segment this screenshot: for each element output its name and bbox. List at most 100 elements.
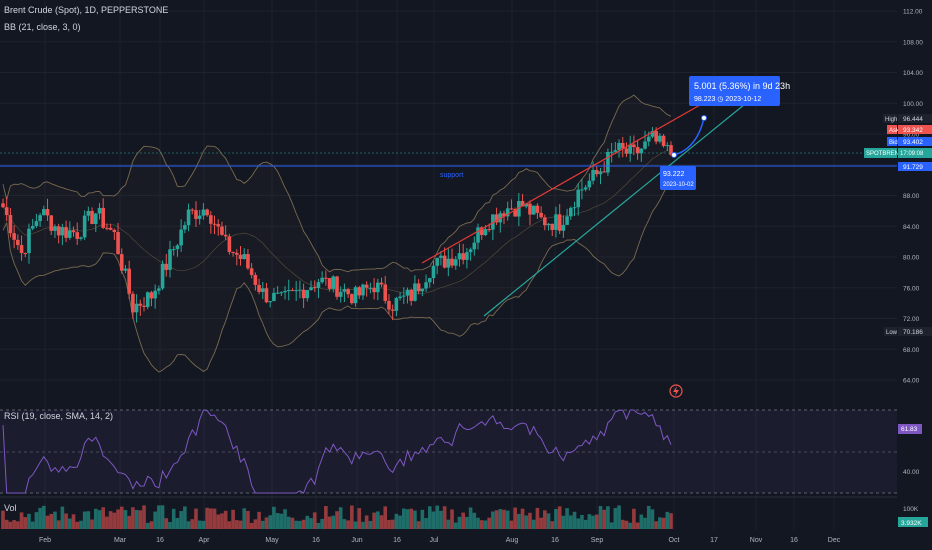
- candle-body: [372, 287, 376, 293]
- candle-body: [468, 249, 473, 253]
- time-tick-label: May: [265, 537, 279, 544]
- volume-bar: [253, 519, 258, 529]
- bid-value-text: 93.402: [903, 139, 923, 146]
- volume-bar: [331, 515, 336, 529]
- rsi-tick-40: 40.00: [903, 469, 920, 476]
- candle-body: [186, 209, 191, 226]
- candle-body: [617, 142, 621, 151]
- volume-bar: [394, 513, 399, 529]
- volume-bar: [350, 505, 354, 529]
- volume-bar: [305, 515, 310, 529]
- lightning-icon[interactable]: [669, 384, 683, 398]
- time-tick-label: Dec: [828, 537, 841, 544]
- high-value-text: 96.444: [903, 116, 923, 123]
- volume-bar: [1, 510, 5, 529]
- volume-bar: [598, 506, 603, 529]
- channel-lower-line[interactable]: [483, 99, 751, 317]
- candle-body: [598, 171, 603, 175]
- volume-bar: [357, 508, 362, 529]
- candle-body: [524, 203, 529, 207]
- forecast-end-point[interactable]: [701, 115, 707, 121]
- candle-body: [279, 292, 284, 294]
- price-tick-label: 108.00: [903, 39, 923, 46]
- symbol-value-text: 17:09:08: [900, 151, 924, 157]
- candle-body: [134, 303, 139, 313]
- volume-bar: [101, 507, 105, 529]
- candle-body: [42, 209, 46, 216]
- channel-upper-line[interactable]: [421, 104, 701, 264]
- candle-body: [594, 170, 599, 175]
- time-axis-ticks: Feb Mar 16 Apr May 16 Jun 16 Jul Aug 16 Sep Oct 17 Nov…: [39, 537, 841, 544]
- ask-tag-text: Ask: [889, 128, 900, 134]
- volume-bar: [71, 514, 76, 529]
- candle-body: [112, 229, 117, 233]
- volume-bar: [275, 513, 280, 529]
- volume-bar: [479, 520, 484, 529]
- volume-bar: [431, 511, 436, 529]
- volume-indicator-label[interactable]: Vol: [4, 503, 17, 513]
- price-tick-label: 84.00: [903, 224, 920, 231]
- candle-body: [68, 230, 72, 238]
- candle-body: [49, 215, 54, 231]
- candle-body: [242, 254, 247, 259]
- candle-body: [368, 287, 373, 289]
- volume-bar: [550, 521, 555, 529]
- bb-indicator-label[interactable]: BB (21, close, 3, 0): [4, 22, 81, 32]
- candle-body: [361, 284, 365, 296]
- volume-bar: [439, 510, 443, 529]
- measure-box[interactable]: [689, 76, 780, 106]
- volume-bar: [142, 505, 146, 529]
- volume-bar: [168, 521, 172, 529]
- candle-body: [119, 254, 124, 271]
- symbol-value-tag: [898, 148, 932, 158]
- volume-bar: [164, 518, 169, 529]
- forecast-curve[interactable]: [673, 117, 705, 156]
- candle-body: [583, 187, 588, 190]
- time-tick-label: 16: [790, 537, 798, 544]
- volume-bar: [209, 508, 213, 529]
- price-tick-label: 76.00: [903, 285, 920, 292]
- volume-bar: [539, 517, 543, 529]
- volume-bar: [68, 518, 72, 529]
- volume-bar: [246, 510, 250, 529]
- forecast-start-point[interactable]: [671, 152, 677, 158]
- volume-bar: [112, 512, 117, 529]
- candle-body: [179, 229, 183, 246]
- candle-body: [227, 236, 232, 253]
- volume-bar: [93, 508, 98, 529]
- candle-body: [38, 215, 42, 222]
- candle-body: [286, 290, 291, 292]
- volume-bar: [457, 516, 462, 529]
- candle-body: [116, 232, 120, 255]
- volume-bar: [216, 514, 221, 529]
- candle-body: [275, 292, 280, 294]
- time-axis[interactable]: [0, 530, 932, 550]
- candle-body: [235, 252, 239, 255]
- candle-body: [658, 135, 662, 142]
- volume-bar: [175, 517, 180, 529]
- volume-bar: [572, 511, 577, 529]
- volume-bar: [390, 519, 395, 529]
- candle-body: [628, 144, 632, 154]
- start-point-box[interactable]: [660, 166, 696, 190]
- volume-bar: [461, 512, 465, 529]
- candle-body: [661, 135, 666, 146]
- candle-body: [93, 213, 98, 224]
- volume-bar: [606, 506, 610, 529]
- candle-body: [238, 254, 243, 259]
- volume-bar: [491, 511, 495, 529]
- volume-bar: [617, 505, 621, 529]
- candle-body: [342, 289, 347, 292]
- candle-body: [635, 147, 640, 154]
- volume-bar: [531, 519, 536, 529]
- price-axis-ticks: 112.00108.00104.00100.0096.0092.0088.008…: [903, 9, 923, 385]
- price-axis[interactable]: [897, 0, 932, 550]
- candle-body: [402, 295, 406, 297]
- rsi-indicator-label[interactable]: RSI (19, close, SMA, 14, 2): [4, 411, 114, 421]
- volume-bar: [316, 522, 321, 529]
- volume-bar: [546, 513, 551, 529]
- volume-bar: [205, 507, 209, 529]
- volume-bar: [23, 517, 28, 529]
- volume-bar: [149, 521, 154, 529]
